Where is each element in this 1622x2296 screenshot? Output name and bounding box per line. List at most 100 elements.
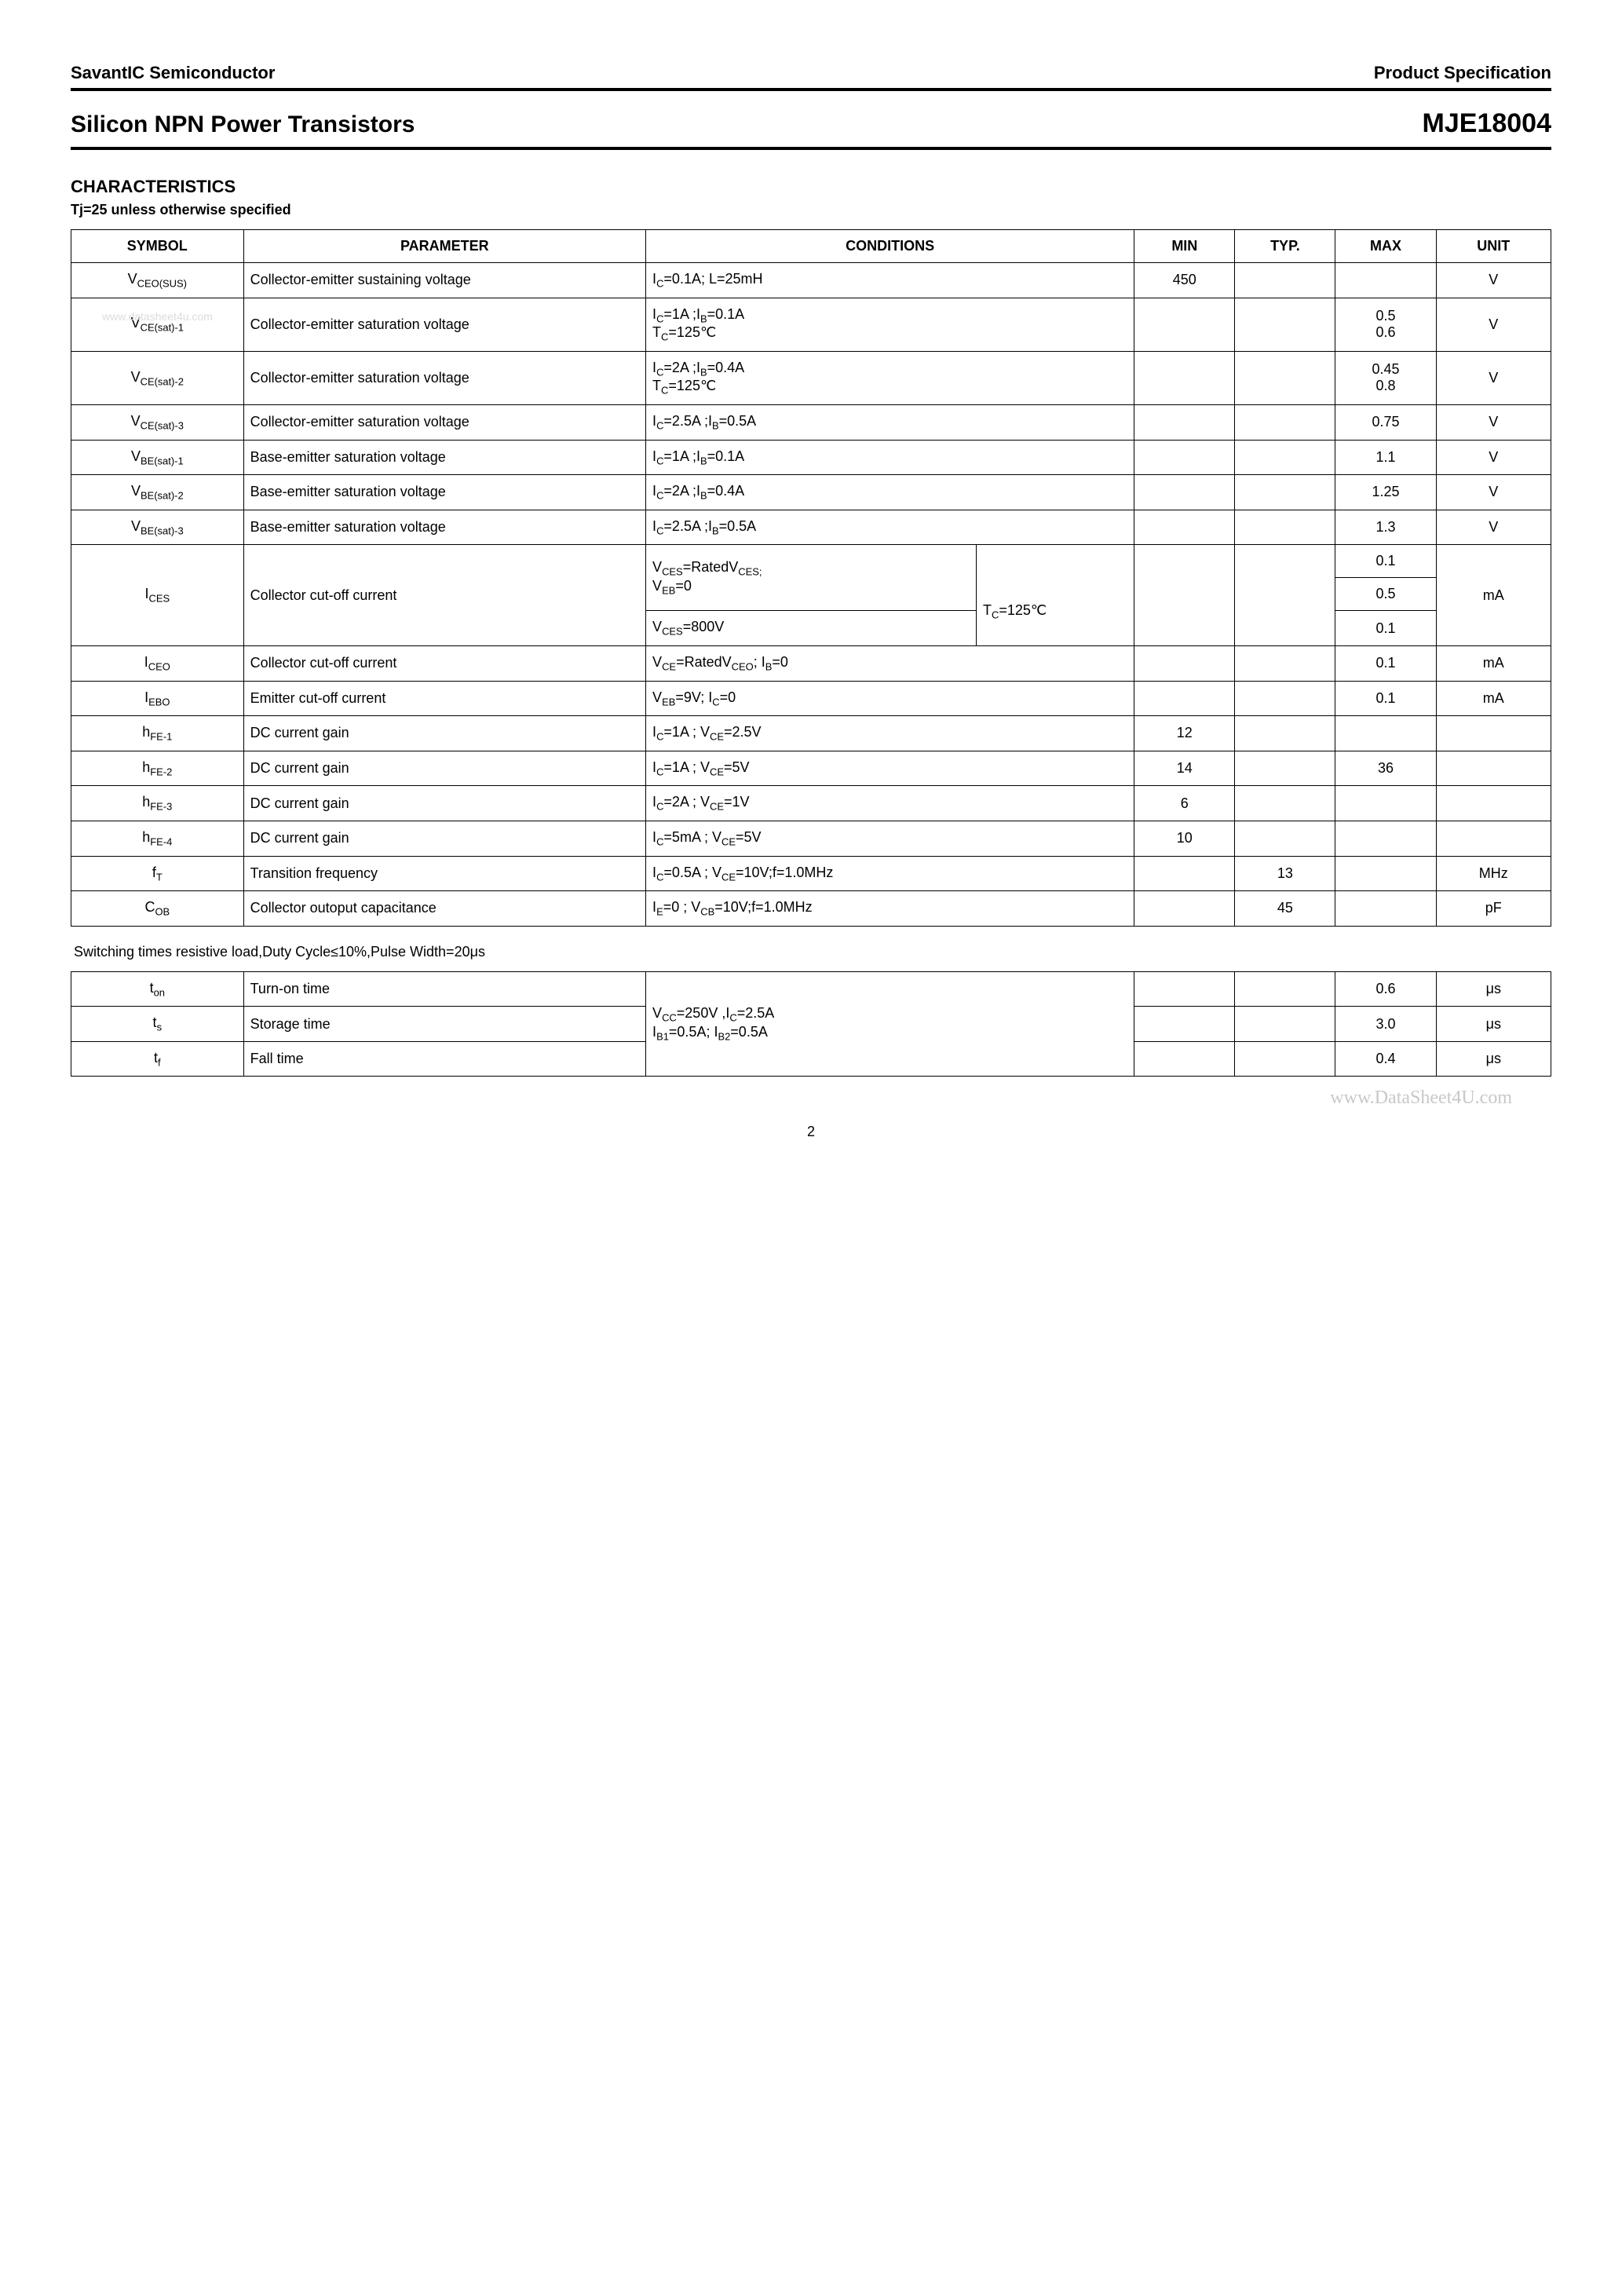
cell-typ xyxy=(1235,1041,1335,1077)
cell-symbol: hFE-4 xyxy=(71,821,244,856)
cell-parameter: Emitter cut-off current xyxy=(243,681,645,716)
cell-symbol: IEBO xyxy=(71,681,244,716)
cell-conditions: IC=2A ; VCE=1V xyxy=(646,786,1134,821)
cell-max xyxy=(1335,786,1436,821)
page-header: SavantIC Semiconductor Product Specifica… xyxy=(71,63,1551,83)
product-title: Silicon NPN Power Transistors xyxy=(71,112,415,138)
cell-typ xyxy=(1235,645,1335,681)
th-typ: TYP. xyxy=(1235,230,1335,263)
table-row: hFE-1 DC current gain IC=1A ; VCE=2.5V 1… xyxy=(71,716,1551,751)
cell-symbol: VCE(sat)-1 xyxy=(71,298,244,351)
watermark-bottom: www.DataSheet4U.com xyxy=(1330,1088,1512,1109)
cell-unit xyxy=(1436,716,1551,751)
cell-symbol: hFE-2 xyxy=(71,751,244,786)
cell-conditions: IC=5mA ; VCE=5V xyxy=(646,821,1134,856)
cell-unit: V xyxy=(1436,475,1551,510)
cell-max: 0.4 xyxy=(1335,1041,1436,1077)
cell-min xyxy=(1134,645,1235,681)
cell-conditions: VEB=9V; IC=0 xyxy=(646,681,1134,716)
cell-conditions: IC=0.1A; L=25mH xyxy=(646,263,1134,298)
table-row: fT Transition frequency IC=0.5A ; VCE=10… xyxy=(71,856,1551,891)
part-number: MJE18004 xyxy=(1423,108,1551,139)
cell-conditions: VCE=RatedVCEO; IB=0 xyxy=(646,645,1134,681)
cell-parameter: Base-emitter saturation voltage xyxy=(243,510,645,545)
table-row: hFE-3 DC current gain IC=2A ; VCE=1V 6 xyxy=(71,786,1551,821)
cell-typ xyxy=(1235,716,1335,751)
table-row: VCE(sat)-1 Collector-emitter saturation … xyxy=(71,298,1551,351)
table-row: ICES Collector cut-off current VCES=Rate… xyxy=(71,545,1551,578)
cell-min xyxy=(1134,475,1235,510)
spec-label: Product Specification xyxy=(1374,63,1551,83)
cell-max: 0.6 xyxy=(1335,971,1436,1007)
cell-conditions: VCES=RatedVCES;VEB=0 xyxy=(646,545,977,611)
section-title: CHARACTERISTICS xyxy=(71,177,1551,197)
cell-max: 0.450.8 xyxy=(1335,351,1436,404)
cell-typ xyxy=(1235,298,1335,351)
cell-max xyxy=(1335,856,1436,891)
cell-min: 10 xyxy=(1134,821,1235,856)
cell-min xyxy=(1134,1007,1235,1042)
cell-symbol: COB xyxy=(71,891,244,927)
cell-conditions: VCC=250V ,IC=2.5AIB1=0.5A; IB2=0.5A xyxy=(646,971,1134,1077)
cell-conditions: IC=0.5A ; VCE=10V;f=1.0MHz xyxy=(646,856,1134,891)
cell-typ xyxy=(1235,440,1335,475)
characteristics-table: SYMBOL PARAMETER CONDITIONS MIN TYP. MAX… xyxy=(71,229,1551,927)
cell-max: 0.1 xyxy=(1335,611,1436,646)
cell-typ xyxy=(1235,545,1335,646)
cell-symbol: hFE-3 xyxy=(71,786,244,821)
cell-symbol: ICES xyxy=(71,545,244,646)
cell-parameter: Base-emitter saturation voltage xyxy=(243,475,645,510)
cell-min xyxy=(1134,681,1235,716)
watermark-top: www.datasheet4u.com xyxy=(102,310,213,323)
table-row: VBE(sat)-2 Base-emitter saturation volta… xyxy=(71,475,1551,510)
cell-min xyxy=(1134,545,1235,646)
table-row: VCEO(SUS) Collector-emitter sustaining v… xyxy=(71,263,1551,298)
cell-typ xyxy=(1235,510,1335,545)
cell-symbol: VBE(sat)-1 xyxy=(71,440,244,475)
cell-typ xyxy=(1235,681,1335,716)
cell-unit: μs xyxy=(1436,1041,1551,1077)
cell-max xyxy=(1335,716,1436,751)
cell-min xyxy=(1134,351,1235,404)
cell-symbol: fT xyxy=(71,856,244,891)
cell-conditions: IC=2A ;IB=0.4A xyxy=(646,475,1134,510)
table-row: VCE(sat)-3 Collector-emitter saturation … xyxy=(71,404,1551,440)
cell-typ xyxy=(1235,751,1335,786)
cell-unit xyxy=(1436,821,1551,856)
cell-parameter: Collector outoput capacitance xyxy=(243,891,645,927)
cell-min: 450 xyxy=(1134,263,1235,298)
cell-symbol: VBE(sat)-3 xyxy=(71,510,244,545)
cell-min: 6 xyxy=(1134,786,1235,821)
th-parameter: PARAMETER xyxy=(243,230,645,263)
cell-conditions: VCES=800V xyxy=(646,611,977,646)
cell-symbol: VCE(sat)-2 xyxy=(71,351,244,404)
cell-max xyxy=(1335,891,1436,927)
cell-typ xyxy=(1235,786,1335,821)
cell-symbol: hFE-1 xyxy=(71,716,244,751)
cell-min xyxy=(1134,404,1235,440)
cell-unit: V xyxy=(1436,404,1551,440)
page-number: 2 xyxy=(71,1124,1551,1140)
cell-parameter: Base-emitter saturation voltage xyxy=(243,440,645,475)
cell-unit: MHz xyxy=(1436,856,1551,891)
cell-unit: V xyxy=(1436,510,1551,545)
cell-unit: mA xyxy=(1436,545,1551,646)
cell-typ xyxy=(1235,971,1335,1007)
cell-max xyxy=(1335,263,1436,298)
cell-typ xyxy=(1235,475,1335,510)
th-conditions: CONDITIONS xyxy=(646,230,1134,263)
cell-parameter: Transition frequency xyxy=(243,856,645,891)
cell-symbol: VCE(sat)-3 xyxy=(71,404,244,440)
cell-conditions: IC=1A ; VCE=5V xyxy=(646,751,1134,786)
table-row: VCE(sat)-2 Collector-emitter saturation … xyxy=(71,351,1551,404)
cell-unit: V xyxy=(1436,351,1551,404)
cell-typ xyxy=(1235,351,1335,404)
cell-unit: mA xyxy=(1436,645,1551,681)
switching-note: Switching times resistive load,Duty Cycl… xyxy=(74,944,1551,960)
table-header-row: SYMBOL PARAMETER CONDITIONS MIN TYP. MAX… xyxy=(71,230,1551,263)
cell-parameter: Collector cut-off current xyxy=(243,645,645,681)
cell-max: 0.50.6 xyxy=(1335,298,1436,351)
table-row: ton Turn-on time VCC=250V ,IC=2.5AIB1=0.… xyxy=(71,971,1551,1007)
cell-max: 0.5 xyxy=(1335,578,1436,611)
cell-max: 1.25 xyxy=(1335,475,1436,510)
